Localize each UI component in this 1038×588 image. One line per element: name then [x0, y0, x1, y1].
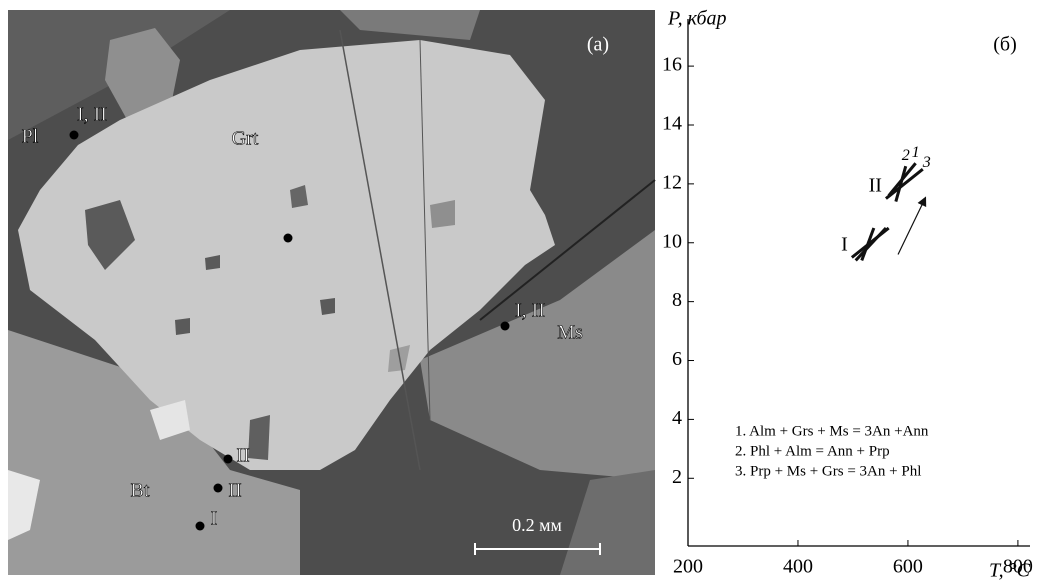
y-tick-label: 6	[672, 348, 682, 370]
mineral-label: I	[211, 508, 218, 530]
legend-note: 2. Phl + Alm = Ann + Prp	[735, 443, 890, 459]
y-tick-label: 12	[662, 171, 682, 193]
mineral-label: II	[228, 480, 241, 502]
x-tick-label: 200	[673, 556, 703, 578]
mineral-label: Pl	[22, 126, 39, 148]
mineral-label: II	[236, 445, 249, 467]
y-tick-label: 16	[662, 54, 682, 76]
x-tick-label: 600	[893, 556, 923, 578]
y-tick-label: 4	[672, 407, 682, 429]
group-label: II	[869, 174, 882, 196]
x-axis-label: T, °C	[989, 560, 1031, 582]
mineral-label: Bt	[131, 480, 150, 502]
reaction-line	[894, 165, 908, 202]
y-tick-label: 10	[662, 230, 682, 252]
x-tick-label: 800	[1003, 556, 1033, 578]
bse-image: 0.2 мм (a)	[8, 10, 656, 575]
panel-label: (б)	[993, 34, 1017, 56]
legend-note: 3. Prp + Ms + Grs = 3An + Phl	[735, 463, 921, 479]
mineral-label: Grt	[232, 128, 259, 150]
line-label: 3	[922, 154, 931, 171]
trend-arrow	[897, 196, 927, 255]
group-label: I	[841, 233, 848, 255]
y-tick-label: 8	[672, 289, 682, 311]
line-label: 1	[912, 144, 920, 161]
legend-note: 1. Alm + Grs + Ms = 3An +Ann	[735, 423, 929, 439]
y-tick-label: 2	[672, 466, 682, 488]
y-tick-label: 14	[662, 113, 682, 135]
reaction-line	[850, 226, 890, 259]
panel-label: (a)	[587, 34, 609, 56]
mineral-label: I, II	[515, 300, 545, 322]
y-axis-label: P, кбар	[667, 8, 727, 30]
x-tick-label: 400	[783, 556, 813, 578]
scale-bar-label: 0.2 мм	[512, 515, 562, 535]
reaction-line	[885, 167, 924, 200]
line-label: 2	[902, 147, 910, 164]
mineral-label: Ms	[557, 322, 583, 344]
reaction-line	[887, 162, 917, 197]
mineral-label: I, II	[77, 104, 107, 126]
